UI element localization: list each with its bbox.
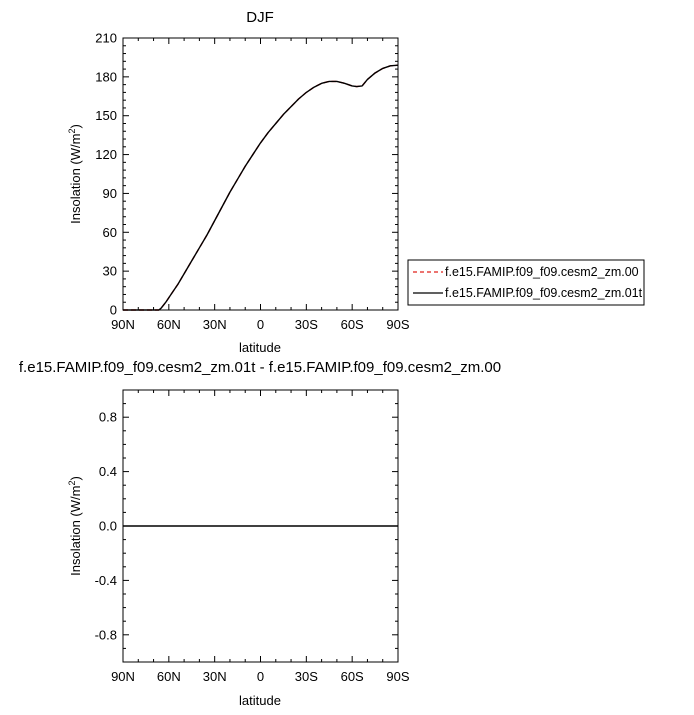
top-y-tick-label: 0 <box>110 303 117 318</box>
top-y-tick-label: 60 <box>103 225 117 240</box>
legend-entry-01t: f.e15.FAMIP.f09_f09.cesm2_zm.01t <box>413 286 643 300</box>
bottom-x-tick-label: 0 <box>257 669 264 684</box>
top-y-tick-label: 180 <box>95 69 117 84</box>
bottom-x-tick-label: 60N <box>157 669 181 684</box>
bottom-x-tick-label: 90S <box>386 669 409 684</box>
top-x-tick-label: 60S <box>341 317 364 332</box>
top-y-tick-label: 120 <box>95 147 117 162</box>
legend: f.e15.FAMIP.f09_f09.cesm2_zm.00 f.e15.FA… <box>407 259 645 306</box>
legend-box <box>407 259 645 306</box>
bottom-chart-panel: f.e15.FAMIP.f09_f09.cesm2_zm.01t - f.e15… <box>19 359 501 708</box>
top-x-axis-label: latitude <box>239 340 281 355</box>
bottom-y-tick-label: 0.8 <box>99 410 117 425</box>
bottom-x-tick-label: 30N <box>203 669 227 684</box>
bottom-y-tick-label: -0.4 <box>95 573 117 588</box>
top-series-line-1 <box>123 64 399 311</box>
top-x-axis: 90N 60N 30N 0 30S 60S 90S <box>111 38 410 332</box>
top-x-tick-label: 30N <box>203 317 227 332</box>
top-chart-title: DJF <box>246 9 274 26</box>
top-y-tick-label: 90 <box>103 186 117 201</box>
bottom-x-tick-label: 90N <box>111 669 135 684</box>
bottom-y-tick-label: 0.0 <box>99 519 117 534</box>
top-series-line-0 <box>123 64 399 311</box>
bottom-x-tick-label: 60S <box>341 669 364 684</box>
top-x-tick-label: 90N <box>111 317 135 332</box>
legend-entry-00: f.e15.FAMIP.f09_f09.cesm2_zm.00 <box>413 265 639 279</box>
bottom-y-tick-label: -0.8 <box>95 627 117 642</box>
bottom-y-axis-label: Insolation (W/m2) <box>67 476 83 576</box>
top-plot-frame <box>122 37 399 311</box>
top-chart-panel: DJF 0 30 60 90 120 150 180 210 90N 60N 30N 0 30S 60S… <box>67 9 410 355</box>
top-x-tick-label: 60N <box>157 317 181 332</box>
top-series-layer <box>123 64 399 311</box>
bottom-y-tick-label: 0.4 <box>99 464 117 479</box>
bottom-x-axis: 90N 60N 30N 0 30S 60S 90S <box>111 390 410 684</box>
legend-label-01t: f.e15.FAMIP.f09_f09.cesm2_zm.01t <box>445 286 643 300</box>
top-x-tick-label: 0 <box>257 317 264 332</box>
top-y-axis: 0 30 60 90 120 150 180 210 <box>95 31 398 318</box>
top-y-tick-label: 30 <box>103 264 117 279</box>
bottom-x-axis-label: latitude <box>239 693 281 708</box>
top-y-tick-label: 150 <box>95 108 117 123</box>
bottom-plot-frame <box>122 389 399 663</box>
bottom-x-tick-label: 30S <box>295 669 318 684</box>
bottom-y-axis: -0.8 -0.4 0.0 0.4 0.8 <box>95 389 398 663</box>
top-y-tick-label: 210 <box>95 31 117 46</box>
top-x-tick-label: 90S <box>386 317 409 332</box>
legend-label-00: f.e15.FAMIP.f09_f09.cesm2_zm.00 <box>445 265 639 279</box>
top-x-tick-label: 30S <box>295 317 318 332</box>
bottom-chart-title: f.e15.FAMIP.f09_f09.cesm2_zm.01t - f.e15… <box>19 359 501 376</box>
top-y-axis-label: Insolation (W/m2) <box>67 124 83 224</box>
